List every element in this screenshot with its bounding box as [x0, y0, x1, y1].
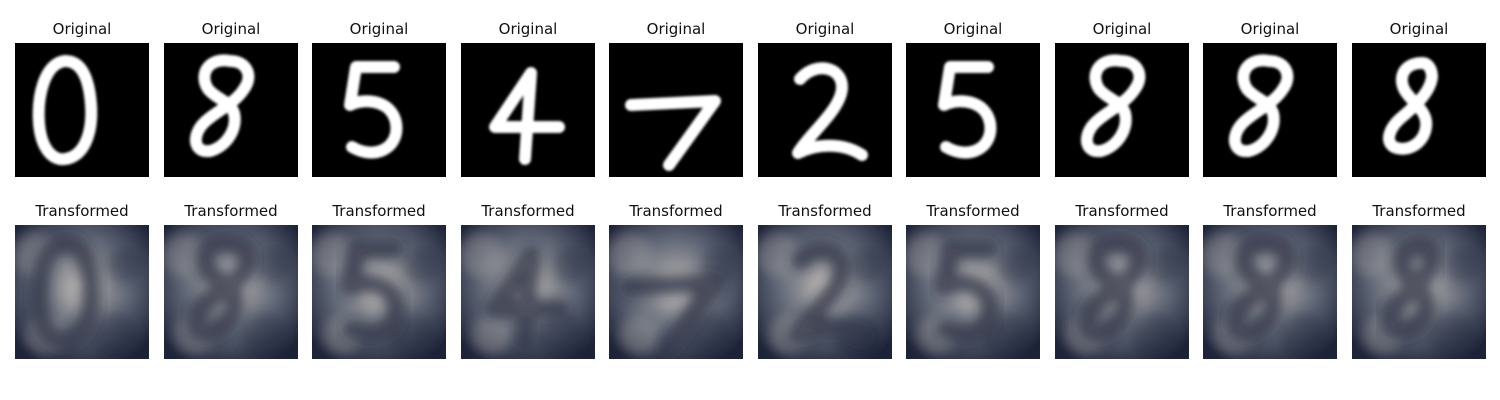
- transformed-digit-image: [609, 225, 743, 359]
- noise-blob: [91, 313, 139, 359]
- original-digit-image: [1352, 43, 1486, 177]
- digit-stroke: [1228, 54, 1294, 158]
- noise-blob: [619, 315, 659, 355]
- digit-stroke: [189, 54, 255, 158]
- digit-stroke: [941, 246, 994, 338]
- digit-stroke: [1385, 242, 1435, 334]
- original-digit-image: [461, 43, 595, 177]
- noise-blob: [850, 247, 886, 283]
- transformed-digit-image: [758, 225, 892, 359]
- noise-blob: [906, 233, 948, 277]
- digit-stroke: [795, 247, 865, 340]
- noise-blob: [1428, 313, 1476, 359]
- transformed-title: Transformed: [35, 202, 129, 220]
- original-digit-image: [906, 43, 1040, 177]
- transformed-digit-image: [1352, 225, 1486, 359]
- noise-blob: [312, 233, 354, 277]
- digit-stroke: [1231, 239, 1291, 337]
- original-title: Original: [943, 20, 1003, 38]
- transformed-digit-image: [906, 225, 1040, 359]
- transformed-title: Transformed: [629, 202, 723, 220]
- original-digit-image: [609, 43, 743, 177]
- noise-blob: [1279, 313, 1327, 359]
- digit-stroke: [492, 252, 562, 344]
- noise-blob: [1295, 247, 1331, 283]
- digit-stroke: [32, 55, 98, 166]
- transformed-title: Transformed: [1223, 202, 1317, 220]
- digit-stroke: [344, 61, 403, 159]
- noise-blob: [471, 315, 511, 355]
- digit-stroke: [1080, 54, 1146, 158]
- noise-blob: [1055, 233, 1097, 277]
- transformed-title: Transformed: [778, 202, 872, 220]
- transformed-digit-image: [461, 225, 595, 359]
- digit-stroke: [489, 67, 565, 165]
- original-title: Original: [201, 20, 261, 38]
- noise-blob: [1444, 247, 1480, 283]
- original-title: Original: [1092, 20, 1152, 38]
- transformed-title: Transformed: [332, 202, 426, 220]
- noise-blob: [404, 247, 440, 283]
- noise-blob: [1131, 313, 1179, 359]
- digit-stroke: [625, 95, 721, 171]
- noise-blob: [1147, 247, 1183, 283]
- digit-stroke: [628, 280, 718, 350]
- digit-stroke: [1083, 239, 1143, 337]
- transformed-title: Transformed: [481, 202, 575, 220]
- transformed-title: Transformed: [1075, 202, 1169, 220]
- transformed-title: Transformed: [1372, 202, 1466, 220]
- digit-stroke: [35, 240, 95, 345]
- transformed-digit-image: [1203, 225, 1337, 359]
- noise-blob: [1352, 233, 1394, 277]
- transformed-digit-image: [15, 225, 149, 359]
- original-title: Original: [646, 20, 706, 38]
- original-title: Original: [52, 20, 112, 38]
- original-title: Original: [498, 20, 558, 38]
- digit-stroke: [192, 239, 252, 337]
- noise-blob: [553, 247, 589, 283]
- noise-blob: [685, 313, 733, 359]
- noise-blob: [256, 247, 292, 283]
- transformed-digit-image: [164, 225, 298, 359]
- noise-blob: [1203, 233, 1245, 277]
- transformed-title: Transformed: [184, 202, 278, 220]
- digit-stroke: [347, 246, 400, 338]
- original-title: Original: [795, 20, 855, 38]
- original-digit-image: [164, 43, 298, 177]
- original-digit-image: [312, 43, 446, 177]
- original-digit-image: [15, 43, 149, 177]
- original-title: Original: [1389, 20, 1449, 38]
- noise-blob: [240, 313, 288, 359]
- noise-blob: [998, 247, 1034, 283]
- noise-blob: [107, 247, 143, 283]
- original-digit-image: [1203, 43, 1337, 177]
- noise-blob: [701, 247, 737, 283]
- digit-stroke: [1383, 57, 1438, 155]
- digit-stroke: [792, 62, 868, 161]
- transformed-title: Transformed: [926, 202, 1020, 220]
- noise-blob: [537, 313, 585, 359]
- noise-blob: [609, 233, 651, 277]
- digit-stroke: [938, 61, 997, 159]
- original-digit-image: [1055, 43, 1189, 177]
- transformed-digit-image: [312, 225, 446, 359]
- original-title: Original: [349, 20, 409, 38]
- transformed-digit-image: [1055, 225, 1189, 359]
- noise-blob: [164, 233, 206, 277]
- noise-blob: [758, 233, 800, 277]
- noise-blob: [461, 233, 503, 277]
- original-digit-image: [758, 43, 892, 177]
- original-title: Original: [1240, 20, 1300, 38]
